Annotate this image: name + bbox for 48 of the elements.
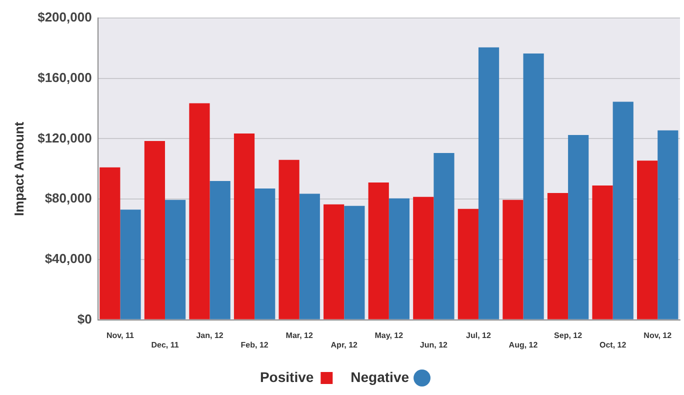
bar	[299, 194, 320, 320]
bar	[592, 186, 613, 320]
y-tick-label: $160,000	[38, 70, 92, 85]
bar	[344, 206, 365, 320]
bar	[568, 134, 589, 320]
y-tick-label: $80,000	[44, 190, 92, 206]
bar	[324, 204, 344, 320]
x-tick-label: Dec, 11	[151, 340, 180, 350]
bar	[547, 193, 568, 320]
bar	[278, 160, 300, 320]
x-tick-label: Aug, 12	[508, 340, 538, 350]
y-tick-label: $0	[77, 311, 92, 326]
bar	[523, 53, 544, 320]
x-tick-label: May, 12	[374, 330, 404, 340]
x-tick-label: Jan, 12	[196, 330, 224, 340]
y-tick-label: $120,000	[38, 130, 92, 146]
bar	[144, 140, 165, 320]
bar	[434, 153, 454, 320]
x-tick-label: Mar, 12	[286, 330, 314, 340]
x-tick-label: Nov, 11	[106, 330, 134, 340]
bar	[254, 188, 276, 320]
bar	[658, 130, 678, 320]
bar	[100, 167, 120, 320]
bar	[458, 208, 478, 320]
bar	[120, 210, 141, 320]
bar	[612, 102, 634, 320]
bar	[164, 200, 186, 320]
x-tick-label: Jul, 12	[466, 330, 492, 340]
x-tick-label: Nov, 12	[644, 330, 672, 340]
bar	[189, 103, 210, 320]
bar	[413, 196, 434, 320]
x-tick-label: Feb, 12	[240, 340, 269, 350]
bar	[478, 47, 500, 320]
legend-label: Negative	[350, 368, 410, 385]
x-tick-label: Jun, 12	[420, 340, 448, 350]
x-tick-label: Oct, 12	[599, 340, 627, 350]
bar	[368, 182, 389, 320]
y-tick-label: $200,000	[38, 10, 92, 25]
bar	[210, 180, 230, 320]
bar	[637, 160, 658, 320]
bar	[388, 198, 410, 320]
y-axis-title: Impact Amount	[11, 121, 26, 216]
bar	[502, 200, 524, 320]
x-tick-label: Sep, 12	[554, 330, 583, 340]
bar	[234, 133, 255, 320]
legend-label: Positive	[260, 368, 314, 385]
y-tick-label: $40,000	[44, 251, 92, 266]
x-tick-label: Apr, 12	[330, 340, 358, 350]
